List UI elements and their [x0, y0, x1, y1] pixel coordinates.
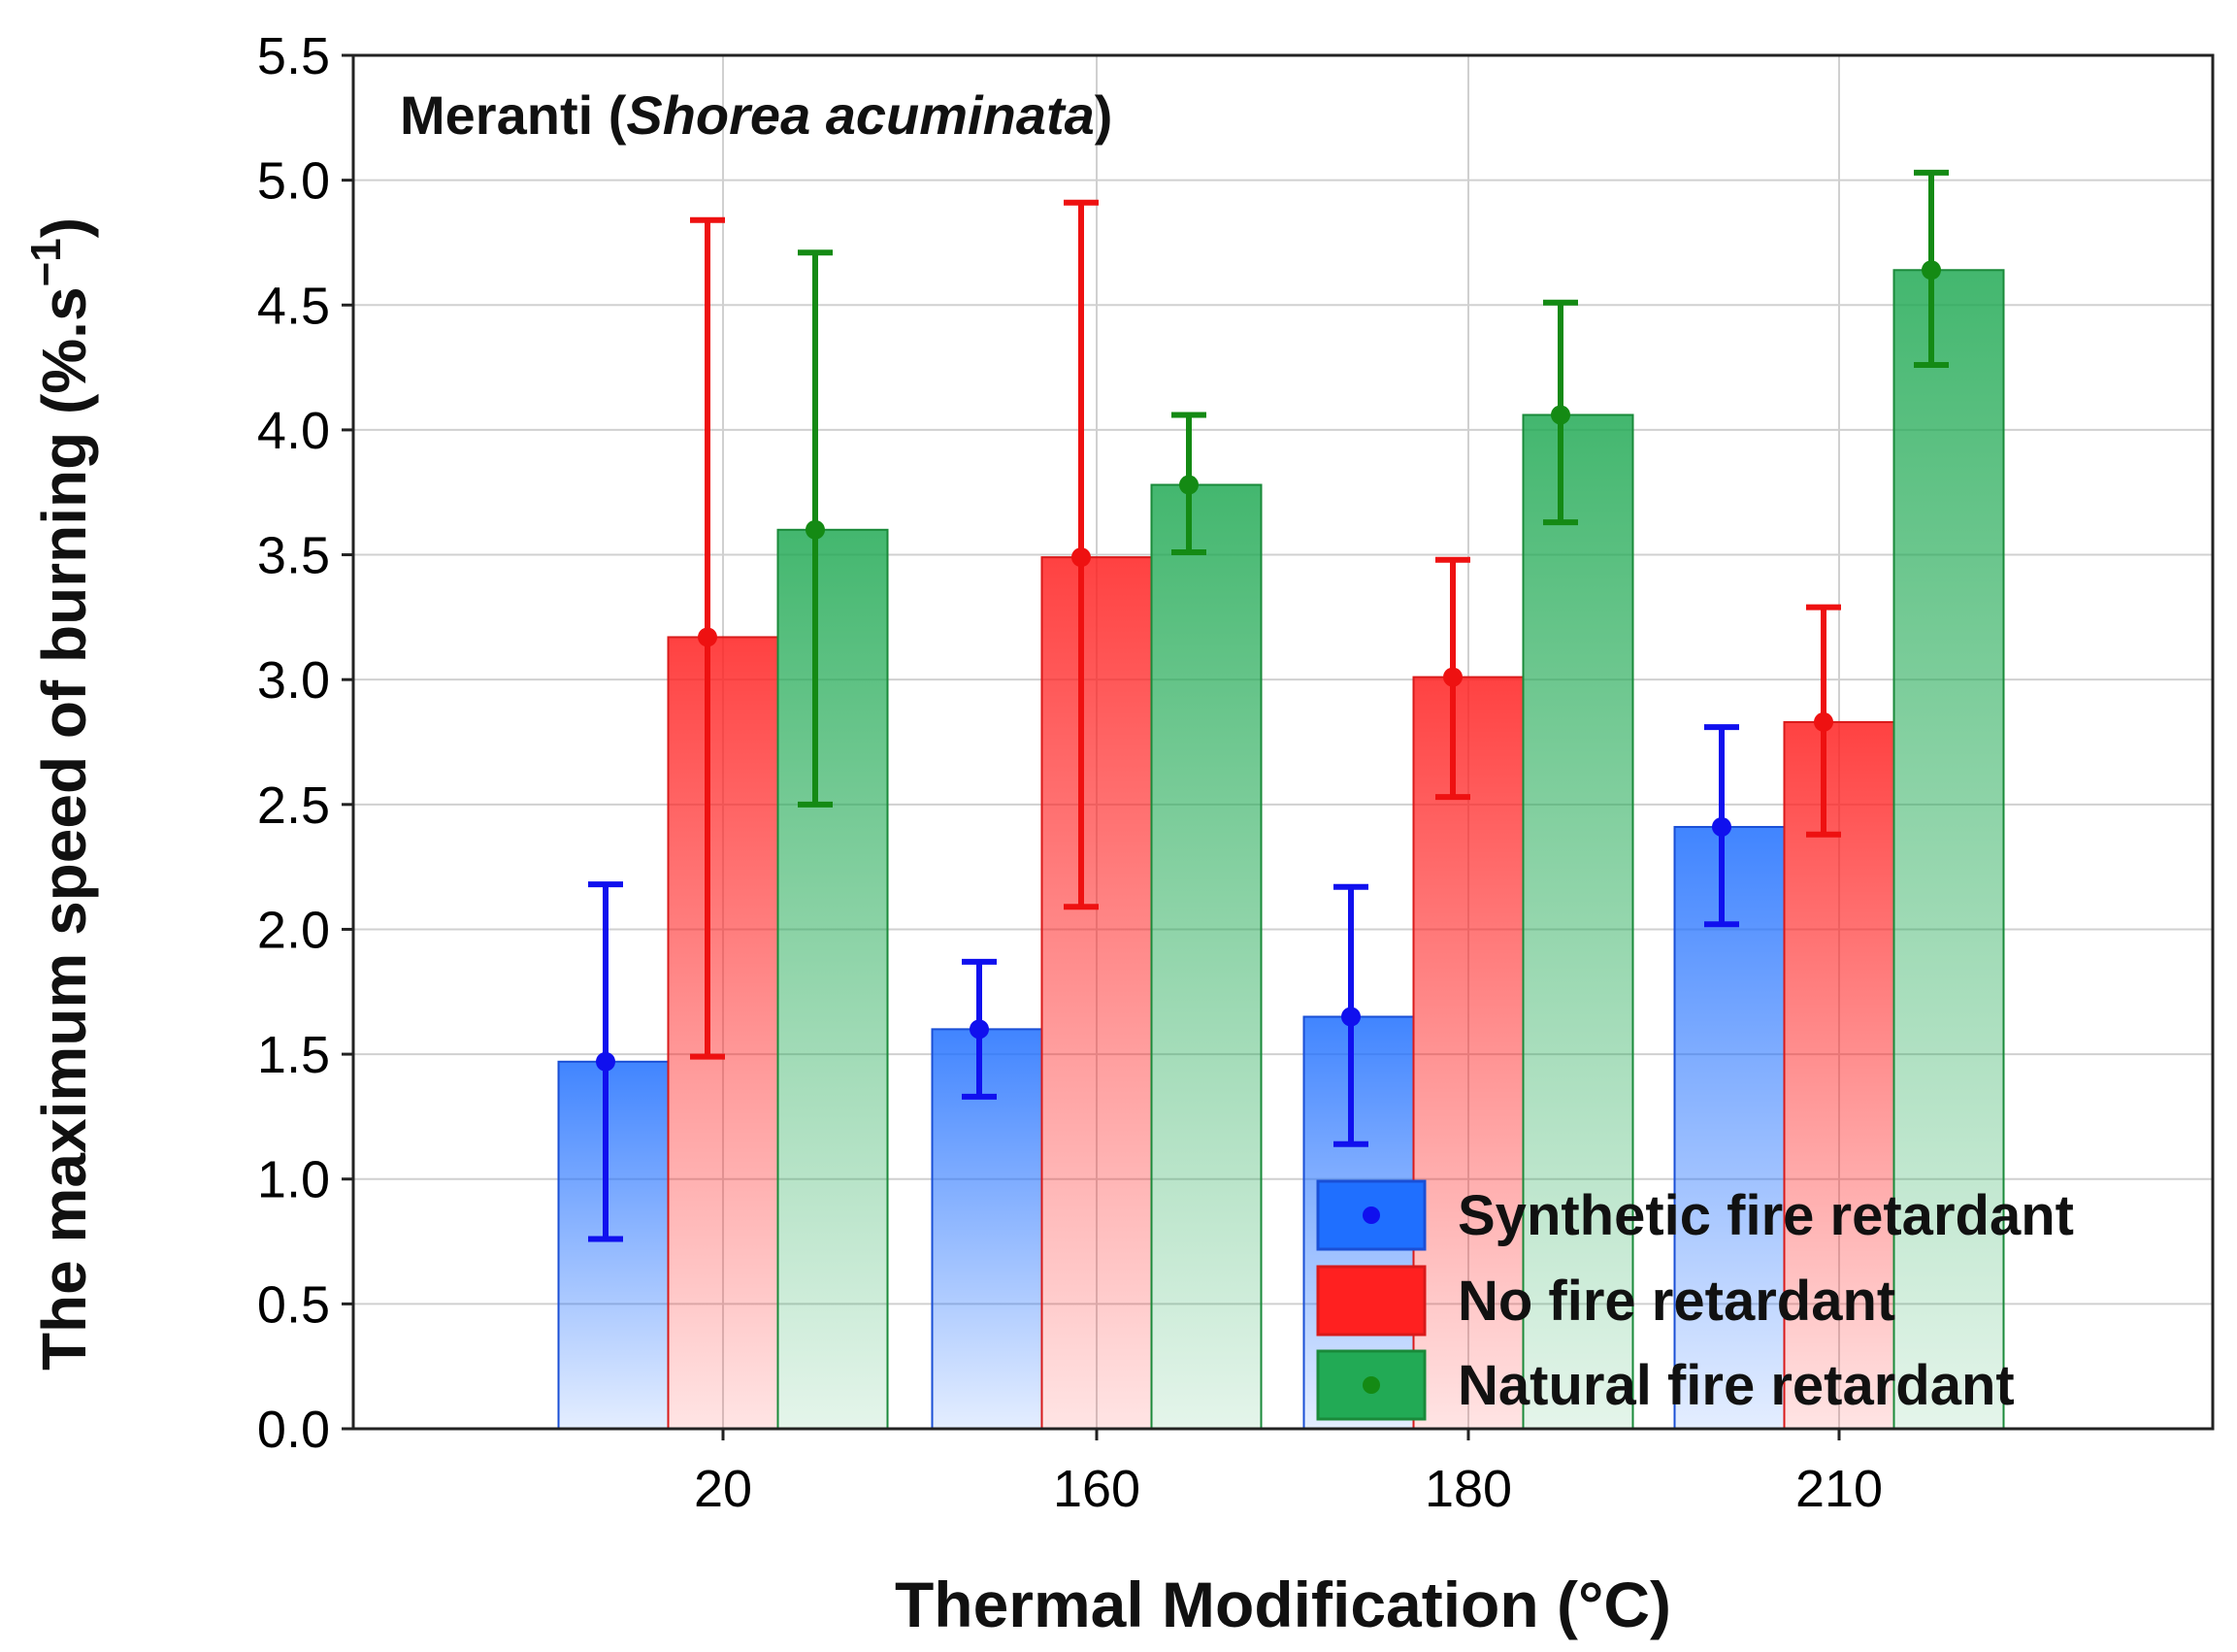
y-axis-title: The maximum speed of burning (%.s−1): [22, 217, 99, 1371]
mean-point: [1341, 1007, 1361, 1027]
legend-swatch: [1316, 1265, 1427, 1337]
chart-title: Meranti (Shorea acuminata): [400, 84, 1112, 146]
x-axis-title: Thermal Modification (°C): [895, 1569, 1671, 1640]
bars: [557, 269, 2005, 1431]
bar: [557, 1060, 670, 1430]
mean-point: [806, 519, 825, 540]
y-tick-label: 5.0: [257, 152, 330, 211]
y-tick-label: 0.0: [257, 1401, 330, 1459]
mean-point: [698, 627, 717, 647]
legend-label: Synthetic fire retardant: [1458, 1184, 2074, 1247]
x-tick-label: 20: [694, 1460, 752, 1518]
mean-point: [1443, 667, 1463, 687]
y-tick-label: 4.0: [257, 402, 330, 460]
mean-point: [1551, 405, 1570, 425]
error-bars: [588, 169, 1949, 1242]
legend-label: Natural fire retardant: [1458, 1354, 2015, 1417]
bar: [1673, 825, 1786, 1430]
bar: [1040, 556, 1153, 1430]
y-tick-label: 0.5: [257, 1275, 330, 1334]
bar: [1892, 269, 2005, 1431]
x-tick-label: 160: [1053, 1460, 1140, 1518]
x-tick-label: 180: [1425, 1460, 1512, 1518]
y-tick-label: 3.0: [257, 651, 330, 710]
mean-point: [596, 1051, 615, 1072]
legend: Synthetic fire retardant No fire retardan…: [1316, 1179, 2074, 1421]
x-axis: 20 160 180 210: [694, 1429, 1883, 1518]
mean-point: [1071, 547, 1091, 568]
y-axis: 0.0 0.5 1.0 1.5 2.0 2.5 3.0 3.5 4.0 4.5 5.0 5.5: [257, 27, 353, 1459]
bar: [776, 528, 889, 1430]
legend-marker: [1363, 1376, 1380, 1394]
bar: [667, 636, 779, 1430]
y-tick-label: 2.5: [257, 776, 330, 835]
y-tick-label: 2.0: [257, 901, 330, 959]
y-tick-label: 4.5: [257, 277, 330, 335]
bar: [931, 1028, 1043, 1430]
mean-point: [1922, 260, 1941, 281]
legend-marker: [1363, 1206, 1380, 1224]
y-tick-label: 3.5: [257, 527, 330, 585]
legend-label: No fire retardant: [1458, 1270, 1895, 1333]
mean-point: [970, 1019, 989, 1040]
mean-point: [1179, 475, 1199, 495]
y-tick-label: 1.5: [257, 1026, 330, 1084]
x-tick-label: 210: [1795, 1460, 1883, 1518]
plot-area: [351, 53, 2215, 1431]
y-tick-label: 1.0: [257, 1151, 330, 1209]
mean-point: [1712, 816, 1731, 837]
y-tick-label: 5.5: [257, 27, 330, 85]
bar: [1522, 413, 1634, 1430]
bar: [1150, 483, 1263, 1430]
mean-point: [1814, 711, 1833, 732]
